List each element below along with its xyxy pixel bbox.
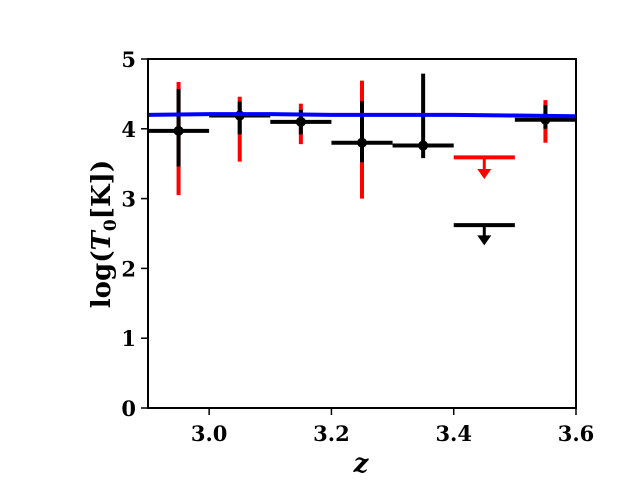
y-tick-label-3: 3 bbox=[121, 187, 136, 212]
x-tick-label-1: 3.2 bbox=[313, 421, 350, 446]
red-upper-limit-arrow bbox=[477, 169, 492, 180]
black-point-4 bbox=[418, 140, 429, 151]
y-tick-label-0: 0 bbox=[121, 396, 136, 421]
x-tick-label-2: 3.4 bbox=[435, 421, 472, 446]
y-axis-label-unit: [K]) bbox=[87, 160, 117, 220]
plot-area bbox=[148, 73, 576, 246]
model-line bbox=[148, 112, 576, 119]
black-point-2 bbox=[295, 116, 306, 127]
x-tick-label-3: 3.6 bbox=[558, 421, 595, 446]
y-tick-label-1: 1 bbox=[121, 326, 136, 351]
plot-frame bbox=[147, 58, 577, 409]
black-point-0 bbox=[173, 125, 184, 136]
y-tick-label-4: 4 bbox=[121, 117, 136, 142]
y-axis-label-variable: T bbox=[87, 230, 117, 251]
x-axis-label: z bbox=[353, 449, 370, 479]
black-upper-limit-arrow bbox=[477, 235, 492, 246]
y-tick-label-2: 2 bbox=[121, 256, 136, 281]
y-axis-label: log(T0[K]) bbox=[87, 160, 121, 308]
x-tick-label-0: 3.0 bbox=[191, 421, 228, 446]
plot-marks bbox=[148, 73, 576, 246]
y-tick-label-5: 5 bbox=[121, 47, 136, 72]
y-axis-label-prefix: log( bbox=[87, 251, 117, 309]
x-axis-ticks: 3.0 3.2 3.4 3.6 bbox=[191, 408, 594, 446]
y-axis-label-subscript: 0 bbox=[101, 219, 121, 231]
black-point-3 bbox=[357, 137, 367, 148]
y-axis-ticks: 0 1 2 3 4 5 bbox=[121, 47, 148, 421]
